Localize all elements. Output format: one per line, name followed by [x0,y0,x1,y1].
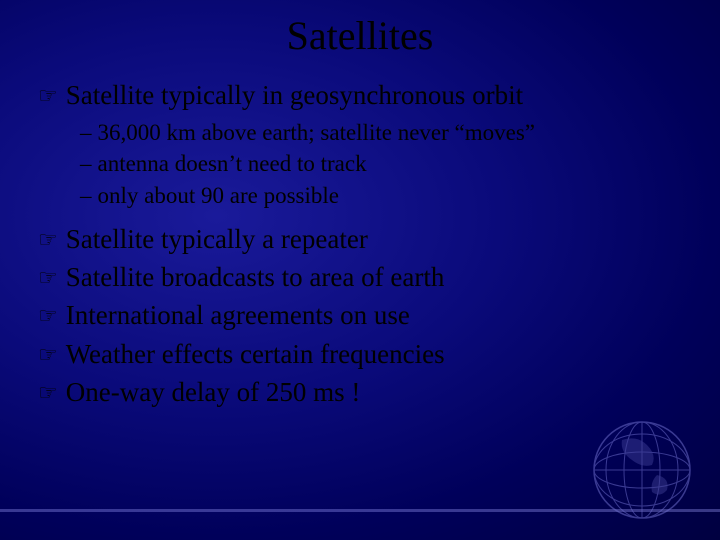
slide-title: Satellites [0,0,720,77]
bullet-item: ☞ Weather effects certain frequencies [38,336,700,372]
bullet-item: ☞ Satellite typically in geosynchronous … [38,77,700,113]
sub-item: –only about 90 are possible [80,180,700,211]
dash-icon: – [80,183,92,208]
hand-bullet-icon: ☞ [38,81,58,111]
bullet-text: Satellite typically in geosynchronous or… [66,77,523,113]
bullet-item: ☞ Satellite typically a repeater [38,221,700,257]
hand-bullet-icon: ☞ [38,340,58,370]
bullet-text: Satellite broadcasts to area of earth [66,259,445,295]
bullet-text: One-way delay of 250 ms ! [66,374,361,410]
bullet-text: Satellite typically a repeater [66,221,368,257]
hand-bullet-icon: ☞ [38,263,58,293]
hand-bullet-icon: ☞ [38,225,58,255]
bullet-text: International agreements on use [66,297,410,333]
slide-content: ☞ Satellite typically in geosynchronous … [0,77,720,411]
bullet-item: ☞ One-way delay of 250 ms ! [38,374,700,410]
sub-text: antenna doesn’t need to track [98,151,367,176]
sub-list: –36,000 km above earth; satellite never … [38,117,700,210]
bullet-text: Weather effects certain frequencies [66,336,445,372]
sub-text: 36,000 km above earth; satellite never “… [98,120,535,145]
dash-icon: – [80,120,92,145]
dash-icon: – [80,151,92,176]
hand-bullet-icon: ☞ [38,378,58,408]
bullet-item: ☞ Satellite broadcasts to area of earth [38,259,700,295]
hand-bullet-icon: ☞ [38,301,58,331]
globe-icon [582,410,702,530]
sub-item: –antenna doesn’t need to track [80,148,700,179]
sub-item: –36,000 km above earth; satellite never … [80,117,700,148]
bullet-item: ☞ International agreements on use [38,297,700,333]
sub-text: only about 90 are possible [98,183,339,208]
